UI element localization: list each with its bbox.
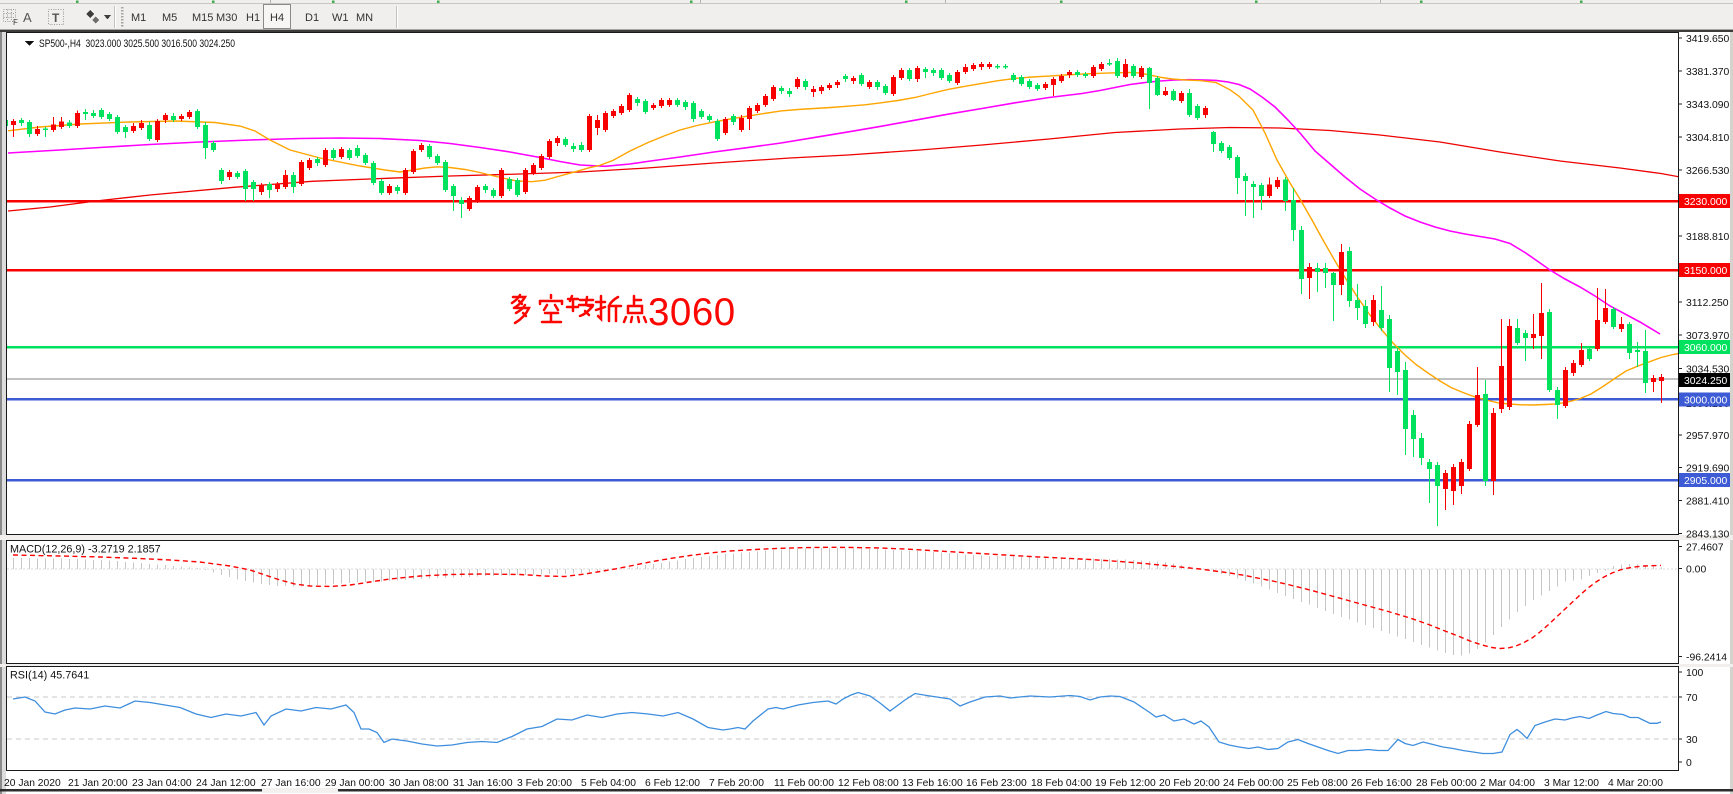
svg-text:19 Feb 12:00: 19 Feb 12:00 bbox=[1095, 778, 1156, 789]
svg-text:7 Feb 20:00: 7 Feb 20:00 bbox=[709, 778, 764, 789]
svg-text:H1: H1 bbox=[246, 12, 260, 24]
svg-text:2843.130: 2843.130 bbox=[1686, 529, 1730, 540]
svg-text:2905.000: 2905.000 bbox=[1684, 476, 1728, 487]
svg-text:2 Mar 04:00: 2 Mar 04:00 bbox=[1480, 778, 1535, 789]
svg-text:3150.000: 3150.000 bbox=[1684, 266, 1728, 277]
svg-text:5 Feb 04:00: 5 Feb 04:00 bbox=[581, 778, 636, 789]
svg-text:3419.650: 3419.650 bbox=[1686, 34, 1730, 45]
svg-text:T: T bbox=[52, 11, 60, 25]
svg-text:3034.530: 3034.530 bbox=[1686, 364, 1730, 375]
svg-text:25 Feb 08:00: 25 Feb 08:00 bbox=[1287, 778, 1348, 789]
svg-text:3024.250: 3024.250 bbox=[1684, 376, 1728, 387]
svg-text:16 Feb 23:00: 16 Feb 23:00 bbox=[966, 778, 1027, 789]
svg-text:21 Jan 20:00: 21 Jan 20:00 bbox=[68, 778, 128, 789]
svg-text:20 Feb 20:00: 20 Feb 20:00 bbox=[1159, 778, 1220, 789]
svg-text:3230.000: 3230.000 bbox=[1684, 197, 1728, 208]
svg-text:3112.250: 3112.250 bbox=[1686, 298, 1729, 309]
svg-text:M30: M30 bbox=[216, 12, 237, 24]
svg-text:4 Mar 20:00: 4 Mar 20:00 bbox=[1608, 778, 1663, 789]
svg-text:M5: M5 bbox=[162, 12, 177, 24]
svg-text:70: 70 bbox=[1686, 693, 1698, 704]
svg-text:2881.410: 2881.410 bbox=[1686, 496, 1730, 507]
svg-text:RSI(14) 45.7641: RSI(14) 45.7641 bbox=[10, 670, 89, 682]
svg-text:F: F bbox=[13, 18, 18, 27]
svg-text:0: 0 bbox=[1686, 758, 1692, 769]
svg-text:3304.810: 3304.810 bbox=[1686, 133, 1730, 144]
svg-text:3266.530: 3266.530 bbox=[1686, 166, 1730, 177]
svg-text:3381.370: 3381.370 bbox=[1686, 67, 1730, 78]
svg-text:H4: H4 bbox=[270, 12, 284, 24]
svg-text:24 Jan 12:00: 24 Jan 12:00 bbox=[196, 778, 256, 789]
svg-text:12 Feb 08:00: 12 Feb 08:00 bbox=[838, 778, 899, 789]
svg-text:3 Feb 20:00: 3 Feb 20:00 bbox=[517, 778, 572, 789]
svg-text:100: 100 bbox=[1686, 668, 1704, 679]
svg-text:A: A bbox=[23, 10, 32, 25]
svg-text:3073.970: 3073.970 bbox=[1686, 331, 1730, 342]
svg-text:MN: MN bbox=[356, 12, 373, 24]
svg-text:23 Jan 04:00: 23 Jan 04:00 bbox=[132, 778, 192, 789]
svg-text:30: 30 bbox=[1686, 735, 1698, 746]
svg-text:2957.970: 2957.970 bbox=[1686, 431, 1730, 442]
svg-text:3060: 3060 bbox=[648, 291, 736, 334]
svg-text:M1: M1 bbox=[131, 12, 146, 24]
svg-text:11 Feb 00:00: 11 Feb 00:00 bbox=[774, 778, 834, 789]
svg-text:3343.090: 3343.090 bbox=[1686, 100, 1730, 111]
svg-text:W1: W1 bbox=[332, 12, 349, 24]
svg-text:SP500-,H4 3023.000 3025.500 3: SP500-,H4 3023.000 3025.500 3016.500 302… bbox=[39, 38, 235, 50]
svg-text:MACD(12,26,9) -3.2719 2.1857: MACD(12,26,9) -3.2719 2.1857 bbox=[10, 544, 161, 556]
svg-text:18 Feb 04:00: 18 Feb 04:00 bbox=[1031, 778, 1092, 789]
svg-text:28 Feb 00:00: 28 Feb 00:00 bbox=[1416, 778, 1477, 789]
svg-text:27 Jan 16:00: 27 Jan 16:00 bbox=[261, 778, 321, 789]
svg-text:M15: M15 bbox=[192, 12, 213, 24]
svg-text:27.4607: 27.4607 bbox=[1686, 542, 1724, 553]
svg-text:3060.000: 3060.000 bbox=[1684, 343, 1728, 354]
svg-text:30 Jan 08:00: 30 Jan 08:00 bbox=[389, 778, 449, 789]
svg-text:6 Feb 12:00: 6 Feb 12:00 bbox=[645, 778, 700, 789]
svg-text:20 Jan 2020: 20 Jan 2020 bbox=[4, 778, 61, 789]
svg-text:29 Jan 00:00: 29 Jan 00:00 bbox=[325, 778, 385, 789]
svg-text:0.00: 0.00 bbox=[1686, 564, 1706, 575]
svg-text:D1: D1 bbox=[305, 12, 319, 24]
svg-text:3188.810: 3188.810 bbox=[1686, 232, 1730, 243]
svg-text:3000.000: 3000.000 bbox=[1684, 396, 1728, 407]
svg-text:2919.690: 2919.690 bbox=[1686, 463, 1730, 474]
svg-text:31 Jan 16:00: 31 Jan 16:00 bbox=[453, 778, 513, 789]
svg-text:26 Feb 16:00: 26 Feb 16:00 bbox=[1351, 778, 1412, 789]
svg-text:3 Mar 12:00: 3 Mar 12:00 bbox=[1544, 778, 1599, 789]
svg-text:13 Feb 16:00: 13 Feb 16:00 bbox=[902, 778, 963, 789]
svg-text:24 Feb 00:00: 24 Feb 00:00 bbox=[1223, 778, 1284, 789]
svg-text:-96.2414: -96.2414 bbox=[1686, 652, 1727, 663]
